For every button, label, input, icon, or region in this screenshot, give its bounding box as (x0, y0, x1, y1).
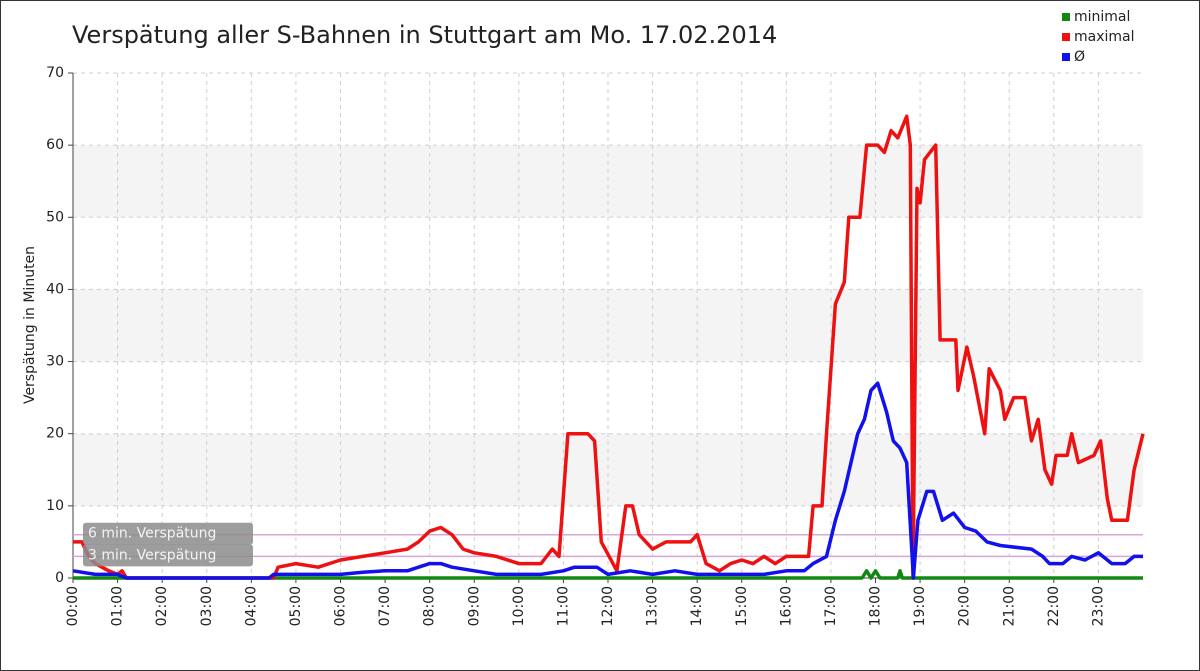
x-tick-label: 14:00 (689, 586, 705, 626)
series-line (72, 381, 1143, 580)
x-tick-label: 10:00 (511, 586, 527, 626)
x-tick-label: 09:00 (466, 586, 482, 626)
y-tick-label: 0 (55, 570, 64, 586)
x-tick-label: 21:00 (1001, 586, 1017, 626)
x-tick-label: 18:00 (868, 586, 884, 626)
legend-label: Ø (1074, 49, 1085, 65)
legend-label: minimal (1074, 9, 1130, 25)
marker-label-box (83, 544, 253, 567)
marker-label: 6 min. Verspätung (88, 526, 216, 542)
x-tick-label: 05:00 (288, 586, 304, 626)
x-tick-label: 03:00 (199, 586, 215, 626)
y-tick-label: 30 (46, 354, 64, 370)
x-tick-label: 20:00 (957, 586, 973, 626)
y-tick-label: 10 (46, 498, 64, 514)
x-tick-label: 08:00 (422, 586, 438, 626)
series-line (73, 569, 1143, 580)
x-tick-label: 16:00 (778, 586, 794, 626)
marker-label: 3 min. Verspätung (88, 547, 216, 563)
legend-label: maximal (1074, 29, 1135, 45)
y-tick-label: 40 (46, 281, 64, 297)
y-axis-label: Verspätung in Minuten (22, 246, 38, 404)
x-tick-label: 02:00 (154, 586, 170, 626)
y-tick-label: 70 (46, 65, 64, 81)
x-tick-label: 04:00 (243, 586, 259, 626)
series-line (73, 114, 1145, 580)
x-tick-label: 23:00 (1090, 586, 1106, 626)
x-tick-label: 22:00 (1046, 586, 1062, 626)
x-tick-label: 13:00 (645, 586, 661, 626)
x-tick-label: 06:00 (333, 586, 349, 626)
x-tick-label: 01:00 (110, 586, 126, 626)
x-tick-label: 17:00 (823, 586, 839, 626)
x-tick-label: 19:00 (912, 586, 928, 626)
x-tick-label: 15:00 (734, 586, 750, 626)
y-tick-label: 50 (46, 209, 64, 225)
x-tick-label: 00:00 (65, 586, 81, 626)
legend-swatch (1062, 53, 1070, 61)
legend-swatch (1062, 33, 1070, 41)
y-tick-label: 20 (46, 426, 64, 442)
chart-title: Verspätung aller S-Bahnen in Stuttgart a… (72, 21, 777, 49)
marker-label-box (83, 522, 253, 545)
x-tick-label: 07:00 (377, 586, 393, 626)
band (73, 433, 1143, 506)
y-tick-label: 60 (46, 137, 64, 153)
x-tick-label: 11:00 (555, 586, 571, 626)
band (73, 145, 1143, 218)
legend-swatch (1062, 13, 1070, 21)
x-tick-label: 12:00 (600, 586, 616, 626)
